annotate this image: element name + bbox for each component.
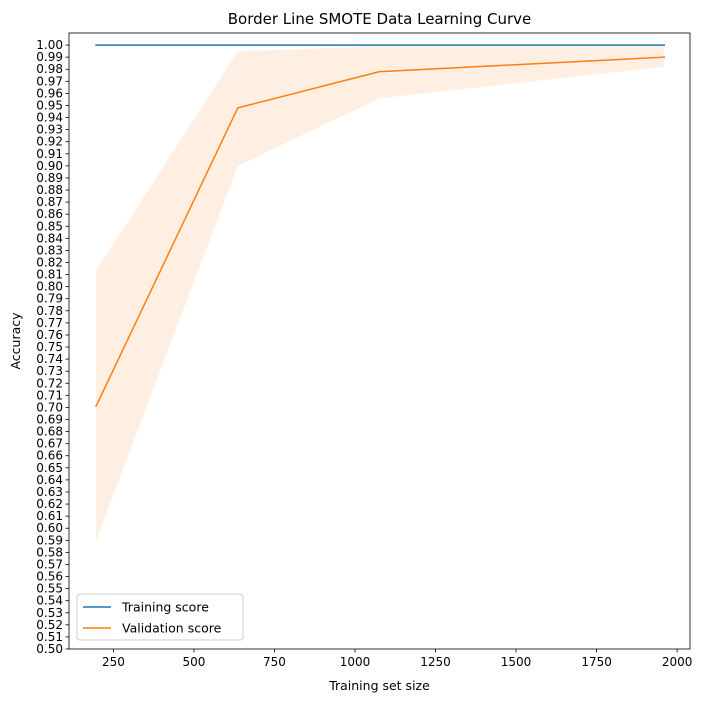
y-tick-label: 0.56 (36, 570, 63, 584)
y-tick-label: 0.66 (36, 449, 63, 463)
y-tick-label: 0.81 (36, 268, 63, 282)
legend-label-1: Validation score (122, 621, 222, 636)
y-tick-label: 0.64 (36, 473, 63, 487)
legend: Training score Validation score (76, 593, 244, 641)
y-tick-label: 0.99 (36, 50, 63, 64)
legend-label-0: Training score (121, 600, 209, 615)
x-axis-label: Training set size (328, 678, 430, 693)
y-tick-label: 0.89 (36, 171, 63, 185)
y-tick-label: 0.61 (36, 509, 63, 523)
y-tick-label: 0.63 (36, 485, 63, 499)
y-tick-label: 0.90 (36, 159, 63, 173)
y-tick-label: 0.91 (36, 147, 63, 161)
y-tick-label: 0.72 (36, 376, 63, 390)
chart-title: Border Line SMOTE Data Learning Curve (228, 10, 532, 28)
y-tick-label: 0.50 (36, 642, 63, 656)
y-tick-label: 0.79 (36, 292, 63, 306)
y-tick-label: 0.93 (36, 123, 63, 137)
band-series-1 (96, 46, 665, 541)
x-tick-label: 1750 (581, 655, 612, 669)
y-tick-label: 0.95 (36, 98, 63, 112)
y-tick-label: 0.53 (36, 606, 63, 620)
plot-frame (68, 32, 691, 650)
y-tick-label: 0.73 (36, 364, 63, 378)
x-tick-label: 750 (263, 655, 286, 669)
y-tick-label: 0.87 (36, 195, 63, 209)
y-tick-label: 0.78 (36, 304, 63, 318)
y-tick-label: 0.62 (36, 497, 63, 511)
y-tick-label: 0.98 (36, 62, 63, 76)
y-tick-label: 0.57 (36, 557, 63, 571)
y-tick-label: 0.96 (36, 86, 63, 100)
y-tick-label: 0.80 (36, 280, 63, 294)
y-tick-label: 0.60 (36, 521, 63, 535)
x-tick-label: 1000 (340, 655, 371, 669)
y-tick-label: 0.86 (36, 207, 63, 221)
y-tick-label: 0.75 (36, 340, 63, 354)
y-tick-label: 0.52 (36, 618, 63, 632)
y-tick-label: 0.71 (36, 388, 63, 402)
x-tick-label: 1250 (420, 655, 451, 669)
y-tick-label: 1.00 (36, 38, 63, 52)
y-axis-label: Accuracy (8, 312, 23, 370)
y-tick-label: 0.74 (36, 352, 63, 366)
legend-box (76, 593, 244, 641)
axes: 250 500 750 1000 1250 1500 1750 20000.500.510.5… (36, 32, 693, 669)
y-tick-label: 0.70 (36, 400, 63, 414)
y-tick-label: 0.65 (36, 461, 63, 475)
y-tick-label: 0.94 (36, 111, 63, 125)
x-tick-label: 1500 (501, 655, 532, 669)
y-tick-label: 0.83 (36, 243, 63, 257)
y-tick-label: 0.54 (36, 594, 63, 608)
y-tick-label: 0.76 (36, 328, 63, 342)
y-tick-label: 0.51 (36, 630, 63, 644)
y-tick-label: 0.82 (36, 255, 63, 269)
y-tick-label: 0.77 (36, 316, 63, 330)
y-tick-label: 0.85 (36, 219, 63, 233)
y-tick-label: 0.68 (36, 425, 63, 439)
series-lines (95, 44, 666, 408)
x-tick-label: 250 (102, 655, 125, 669)
x-tick-label: 500 (183, 655, 206, 669)
y-tick-label: 0.59 (36, 533, 63, 547)
line-series-1 (95, 56, 666, 408)
y-tick-label: 0.84 (36, 231, 63, 245)
y-tick-label: 0.55 (36, 582, 63, 596)
confidence-bands (96, 46, 665, 541)
y-tick-label: 0.69 (36, 413, 63, 427)
y-tick-label: 0.97 (36, 74, 63, 88)
x-tick-label: 2000 (662, 655, 693, 669)
y-tick-label: 0.92 (36, 135, 63, 149)
y-tick-label: 0.88 (36, 183, 63, 197)
y-tick-label: 0.58 (36, 545, 63, 559)
y-tick-label: 0.67 (36, 437, 63, 451)
